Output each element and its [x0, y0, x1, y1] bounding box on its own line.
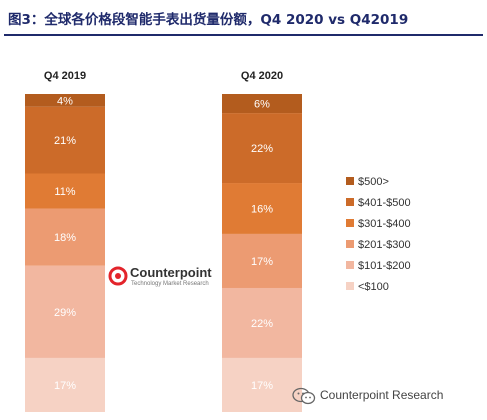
- legend-label-500: $500>: [358, 176, 389, 188]
- category-label-q4-2020: Q4 2020: [241, 70, 283, 82]
- data-label-q4-2019-301-400: 11%: [54, 186, 75, 198]
- data-label-q4-2020-100: 17%: [251, 380, 273, 392]
- bar-segment-q4-2019-201-300: [25, 208, 105, 266]
- bar-segment-q4-2019-500: [25, 94, 105, 107]
- bar-segment-q4-2019-401-500: [25, 106, 105, 174]
- data-label-q4-2020-500: 6%: [254, 99, 270, 111]
- data-label-q4-2020-301-400: 16%: [251, 203, 273, 215]
- data-label-q4-2019-100: 17%: [54, 380, 76, 392]
- counterpoint-logo: Counterpoint Technology Market Research: [108, 264, 218, 294]
- data-label-q4-2019-201-300: 18%: [54, 232, 76, 244]
- data-label-q4-2019-401-500: 21%: [54, 135, 76, 147]
- data-label-q4-2020-201-300: 17%: [251, 256, 273, 268]
- data-label-q4-2020-101-200: 22%: [251, 318, 273, 330]
- logo-wordmark: Counterpoint: [130, 265, 212, 280]
- data-label-q4-2019-101-200: 29%: [54, 307, 76, 319]
- bar-segment-q4-2020-301-400: [222, 183, 302, 234]
- bar-segment-q4-2020-101-200: [222, 287, 302, 358]
- legend-swatch-201-300: [346, 240, 354, 248]
- logo-tagline: Technology Market Research: [131, 281, 209, 287]
- bar-segment-q4-2019-101-200: [25, 265, 105, 358]
- legend-swatch-100: [346, 282, 354, 290]
- bar-segment-q4-2020-100: [222, 357, 302, 412]
- legend-label-301-400: $301-$400: [358, 218, 411, 230]
- legend-swatch-301-400: [346, 219, 354, 227]
- title-divider: [4, 34, 483, 36]
- chart-title: 图3：全球各价格段智能手表出货量份额，Q4 2020 vs Q42019: [8, 12, 409, 28]
- bar-segment-q4-2020-500: [222, 94, 302, 114]
- legend-swatch-101-200: [346, 261, 354, 269]
- data-label-q4-2020-401-500: 22%: [251, 143, 273, 155]
- data-label-q4-2019-500: 4%: [57, 95, 73, 107]
- legend-label-201-300: $201-$300: [358, 239, 411, 251]
- bar-segment-q4-2019-100: [25, 357, 105, 412]
- legend-label-401-500: $401-$500: [358, 197, 411, 209]
- bar-segment-q4-2020-401-500: [222, 113, 302, 184]
- legend-label-100: <$100: [358, 281, 389, 293]
- wechat-icon: [292, 387, 316, 405]
- bar-segment-q4-2020-201-300: [222, 233, 302, 288]
- category-label-q4-2019: Q4 2019: [44, 70, 86, 82]
- bar-segment-q4-2019-301-400: [25, 173, 105, 209]
- legend-label-101-200: $101-$200: [358, 260, 411, 272]
- wechat-watermark: Counterpoint Research: [292, 386, 482, 406]
- watermark-text: Counterpoint Research: [320, 388, 444, 402]
- legend-swatch-500: [346, 177, 354, 185]
- legend-swatch-401-500: [346, 198, 354, 206]
- counterpoint-logo-icon: [108, 266, 128, 286]
